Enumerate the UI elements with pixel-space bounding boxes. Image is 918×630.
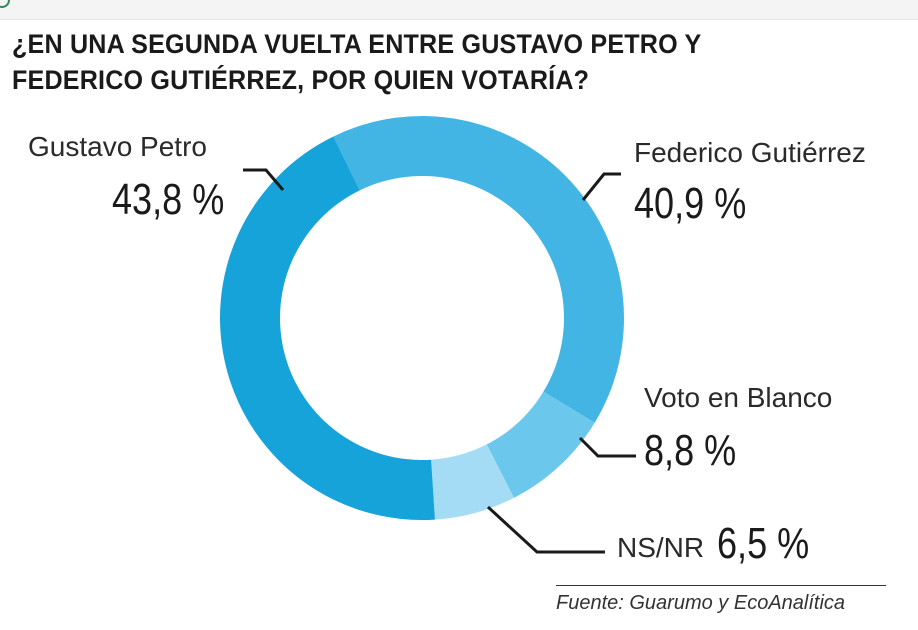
chart-title: ¿EN UNA SEGUNDA VUELTA ENTRE GUSTAVO PET… <box>12 29 701 95</box>
leader-gustavo-petro <box>243 168 285 191</box>
value-federico-gutierrez: 40,9 % <box>634 179 746 228</box>
donut-slices <box>220 116 624 520</box>
leader-federico-gutierrez <box>581 172 621 201</box>
source-note: Fuente: Guarumo y EcoAnalítica <box>556 592 846 614</box>
slice-gustavo-petro <box>220 136 435 520</box>
slice-voto-en-blanco <box>486 391 595 498</box>
label-ns-nr: NS/NR <box>617 532 704 563</box>
leader-voto-en-blanco <box>578 436 636 458</box>
value-gustavo-petro: 43,8 % <box>112 175 224 224</box>
label-voto-en-blanco: Voto en Blanco <box>644 382 832 413</box>
label-federico-gutierrez: Federico Gutiérrez <box>634 137 866 168</box>
value-voto-en-blanco: 8,8 % <box>644 426 736 475</box>
source-divider <box>556 585 886 586</box>
leader-ns-nr <box>486 505 605 554</box>
label-gustavo-petro: Gustavo Petro <box>28 131 207 162</box>
value-ns-nr: 6,5 % <box>717 519 809 568</box>
top-bar <box>0 0 918 20</box>
slice-ns-nr <box>431 444 514 520</box>
slice-federico-gutierrez <box>333 116 624 423</box>
